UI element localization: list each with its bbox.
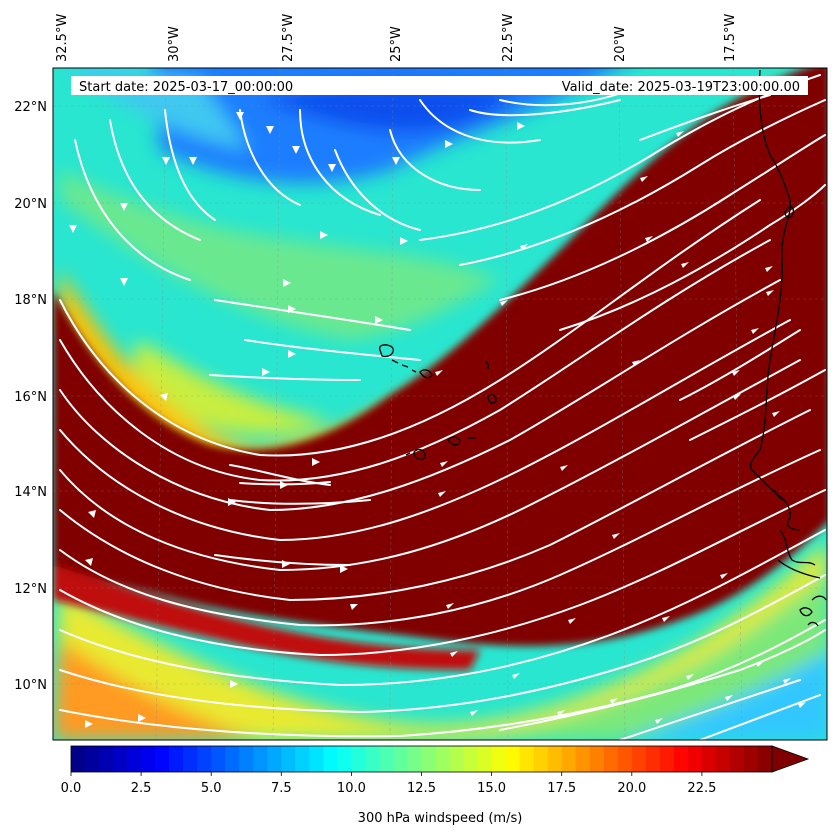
colorbar-segment [589, 746, 605, 772]
colorbar-segment [183, 746, 198, 772]
lon-tick-label: 20°W [613, 26, 628, 62]
colorbar-tick-label: 15.0 [477, 781, 506, 796]
header-bar: Start date: 2025-03-17_00:00:00 Valid_da… [71, 76, 808, 95]
colorbar-segment [155, 746, 170, 772]
colorbar-segment [519, 746, 535, 772]
colorbar-segment [337, 746, 352, 772]
colorbar-segment [687, 746, 703, 772]
streamline-arrows [69, 112, 806, 728]
colorbar-segment [701, 746, 717, 772]
colorbar-segment [71, 746, 86, 772]
lat-tick-label: 18°N [14, 293, 47, 308]
colorbar-ticks: 0.0 2.5 5.0 7.5 10.0 12.5 15.0 17.5 20.0 22.5 [61, 772, 716, 796]
colorbar-segment [113, 746, 128, 772]
colorbar-label: 300 hPa windspeed (m/s) [358, 811, 523, 826]
streamlines [59, 74, 826, 740]
colorbar-segment [673, 746, 689, 772]
colorbar-tick-label: 20.0 [617, 781, 646, 796]
colorbar-segment [757, 746, 773, 772]
colorbar-segment [561, 746, 577, 772]
colorbar-segment [225, 746, 240, 772]
lon-tick-label: 30°W [167, 26, 182, 62]
colorbar-segment [547, 746, 563, 772]
colorbar-segment [491, 746, 507, 772]
colorbar-segment [253, 746, 268, 772]
lon-tick-label: 25°W [389, 26, 404, 62]
colorbar-segment [533, 746, 549, 772]
colorbar-segment [365, 746, 381, 772]
colorbar-segment [477, 746, 493, 772]
colorbar-segment [463, 746, 479, 772]
colorbar-tick-label: 22.5 [687, 781, 716, 796]
valid-date-label: Valid_date: 2025-03-19T23:00:00.00 [562, 80, 800, 95]
colorbar-segment [197, 746, 212, 772]
colorbar-tick-label: 2.5 [131, 781, 152, 796]
lon-tick-label: 32.5°W [55, 14, 70, 62]
colorbar-segment [659, 746, 675, 772]
colorbar-segment [505, 746, 521, 772]
lat-tick-label: 10°N [14, 678, 47, 693]
colorbar-segment [141, 746, 156, 772]
lon-tick-label: 27.5°W [281, 14, 296, 62]
colorbar-segment [631, 746, 647, 772]
colorbar-tick-label: 7.5 [271, 781, 292, 796]
colorbar-segment [715, 746, 731, 772]
colorbar-tick-label: 10.0 [337, 781, 366, 796]
colorbar-segment [267, 746, 282, 772]
colorbar-segment [295, 746, 310, 772]
colorbar-segment [449, 746, 465, 772]
lat-tick-labels: 22°N 20°N 18°N 16°N 14°N 12°N 10°N [14, 100, 47, 693]
lat-tick-label: 12°N [14, 582, 47, 597]
lon-tick-label: 22.5°W [501, 14, 516, 62]
colorbar-segment [281, 746, 296, 772]
lon-tick-labels: 32.5°W 30°W 27.5°W 25°W 22.5°W 20°W 17.5… [55, 14, 738, 62]
colorbar-segment [393, 746, 409, 772]
colorbar-tick-label: 12.5 [407, 781, 436, 796]
colorbar-tick-label: 5.0 [201, 781, 222, 796]
colorbar-segment [421, 746, 437, 772]
colorbar-extend-arrow [771, 745, 810, 773]
colorbar-segment [743, 746, 759, 772]
colorbar: 0.0 2.5 5.0 7.5 10.0 12.5 15.0 17.5 20.0 22.5 300… [61, 745, 810, 826]
colorbar-segment [575, 746, 591, 772]
colorbar-segment [323, 746, 338, 772]
colorbar-segments [71, 746, 773, 772]
colorbar-tick-label: 17.5 [547, 781, 576, 796]
colorbar-segment [239, 746, 254, 772]
colorbar-segment [211, 746, 226, 772]
colorbar-segment [603, 746, 619, 772]
colorbar-segment [435, 746, 451, 772]
colorbar-segment [645, 746, 661, 772]
coastlines [379, 69, 827, 627]
colorbar-segment [617, 746, 633, 772]
colorbar-segment [99, 746, 114, 772]
colorbar-segment [351, 746, 367, 772]
lat-tick-label: 16°N [14, 390, 47, 405]
colorbar-segment [169, 746, 184, 772]
graticule [53, 68, 827, 740]
map-frame [52, 67, 828, 741]
colorbar-segment [407, 746, 423, 772]
colorbar-segment [729, 746, 745, 772]
colorbar-segment [127, 746, 142, 772]
lat-tick-label: 20°N [14, 197, 47, 212]
colorbar-tick-label: 0.0 [61, 781, 82, 796]
colorbar-segment [379, 746, 395, 772]
colorbar-segment [309, 746, 324, 772]
lat-tick-label: 22°N [14, 100, 47, 115]
colorbar-segment [85, 746, 100, 772]
lon-tick-label: 17.5°W [723, 14, 738, 62]
lat-tick-label: 14°N [14, 485, 47, 500]
start-date-label: Start date: 2025-03-17_00:00:00 [79, 80, 293, 95]
